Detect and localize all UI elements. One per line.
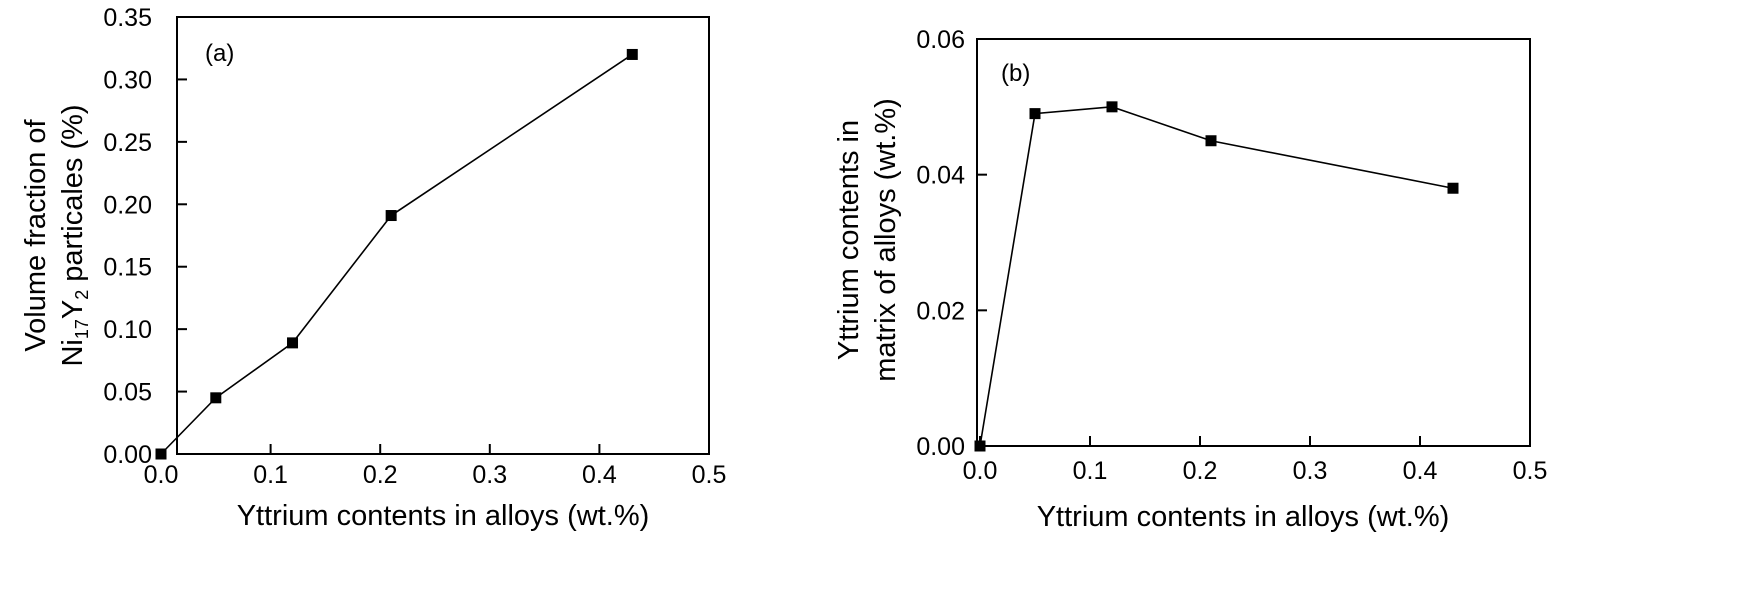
- ylabel-a-ni: Ni: [57, 339, 89, 366]
- data-point-b: [1205, 135, 1217, 147]
- x-tick-label-a: 0.0: [144, 461, 179, 489]
- ylabel-a-sub2: 2: [72, 290, 92, 300]
- data-point-b: [1029, 108, 1041, 120]
- x-tick-label-b: 0.1: [1073, 457, 1108, 485]
- ylabel-a-y: Y: [57, 300, 89, 319]
- ticks-a: 0.0 0.1 0.2 0.3 0.4 0.5 0.00 0.05 0.10 0.15 0.20 0.…: [103, 4, 726, 489]
- series-b: [974, 101, 1459, 452]
- x-tick-label-a: 0.1: [253, 461, 288, 489]
- x-tick-label-a: 0.5: [692, 461, 727, 489]
- y-axis-label-b-line2: matrix of alloys (wt.%): [870, 98, 902, 382]
- ticks-b: 0.0 0.1 0.2 0.3 0.4 0.5 0.00 0.02 0.04 0.06: [916, 26, 1547, 485]
- x-tick-label-a: 0.3: [472, 461, 507, 489]
- y-tick-label-a: 0.00: [103, 441, 152, 469]
- data-point-b: [974, 440, 986, 452]
- y-axis-label-b-line1: Yttrium contents in: [833, 120, 865, 360]
- x-tick-label-a: 0.4: [582, 461, 617, 489]
- data-point-a: [210, 392, 222, 404]
- chart-b: (b) Yttrium contents in alloys (wt.%) Yt…: [833, 26, 1547, 533]
- series-line-b: [979, 106, 1454, 447]
- y-tick-label-a: 0.35: [103, 4, 152, 32]
- data-point-a: [287, 337, 299, 349]
- ylabel-a-rest: particales (%): [57, 104, 89, 289]
- panel-label-a: (a): [205, 40, 234, 67]
- series-line-a: [160, 53, 633, 455]
- y-tick-label-a: 0.30: [103, 66, 152, 94]
- x-axis-label-a: Yttrium contents in alloys (wt.%): [237, 500, 650, 532]
- data-point-a: [385, 210, 397, 222]
- plot-frame-b: [976, 38, 1531, 447]
- y-tick-label-a: 0.15: [103, 254, 152, 282]
- data-point-b: [1447, 182, 1459, 194]
- x-tick-label-b: 0.0: [963, 457, 998, 485]
- chart-a: (a) Yttrium contents in alloys (wt.%) Vo…: [20, 4, 726, 532]
- x-tick-label-b: 0.5: [1513, 457, 1548, 485]
- y-tick-label-a: 0.10: [103, 316, 152, 344]
- ylabel-a-sub17: 17: [72, 319, 92, 339]
- y-tick-label-a: 0.20: [103, 191, 152, 219]
- x-tick-label-a: 0.2: [363, 461, 398, 489]
- y-tick-label-b: 0.00: [916, 433, 965, 461]
- panel-label-b: (b): [1001, 60, 1030, 87]
- data-point-a: [155, 448, 167, 460]
- x-tick-label-b: 0.2: [1183, 457, 1218, 485]
- data-point-a: [626, 48, 638, 60]
- y-tick-label-b: 0.04: [916, 162, 965, 190]
- y-tick-label-b: 0.02: [916, 297, 965, 325]
- y-tick-label-b: 0.06: [916, 26, 965, 54]
- y-tick-label-a: 0.25: [103, 129, 152, 157]
- y-axis-label-a-line1: Volume fraction of: [20, 119, 52, 352]
- plot-frame-a: [176, 16, 710, 455]
- y-tick-label-a: 0.05: [103, 379, 152, 407]
- x-tick-label-b: 0.3: [1293, 457, 1328, 485]
- y-axis-label-a-line2: Ni17Y2 particales (%): [57, 104, 92, 366]
- x-axis-label-b: Yttrium contents in alloys (wt.%): [1037, 501, 1450, 533]
- data-point-b: [1106, 101, 1118, 113]
- series-a: [155, 48, 638, 460]
- x-tick-label-b: 0.4: [1403, 457, 1438, 485]
